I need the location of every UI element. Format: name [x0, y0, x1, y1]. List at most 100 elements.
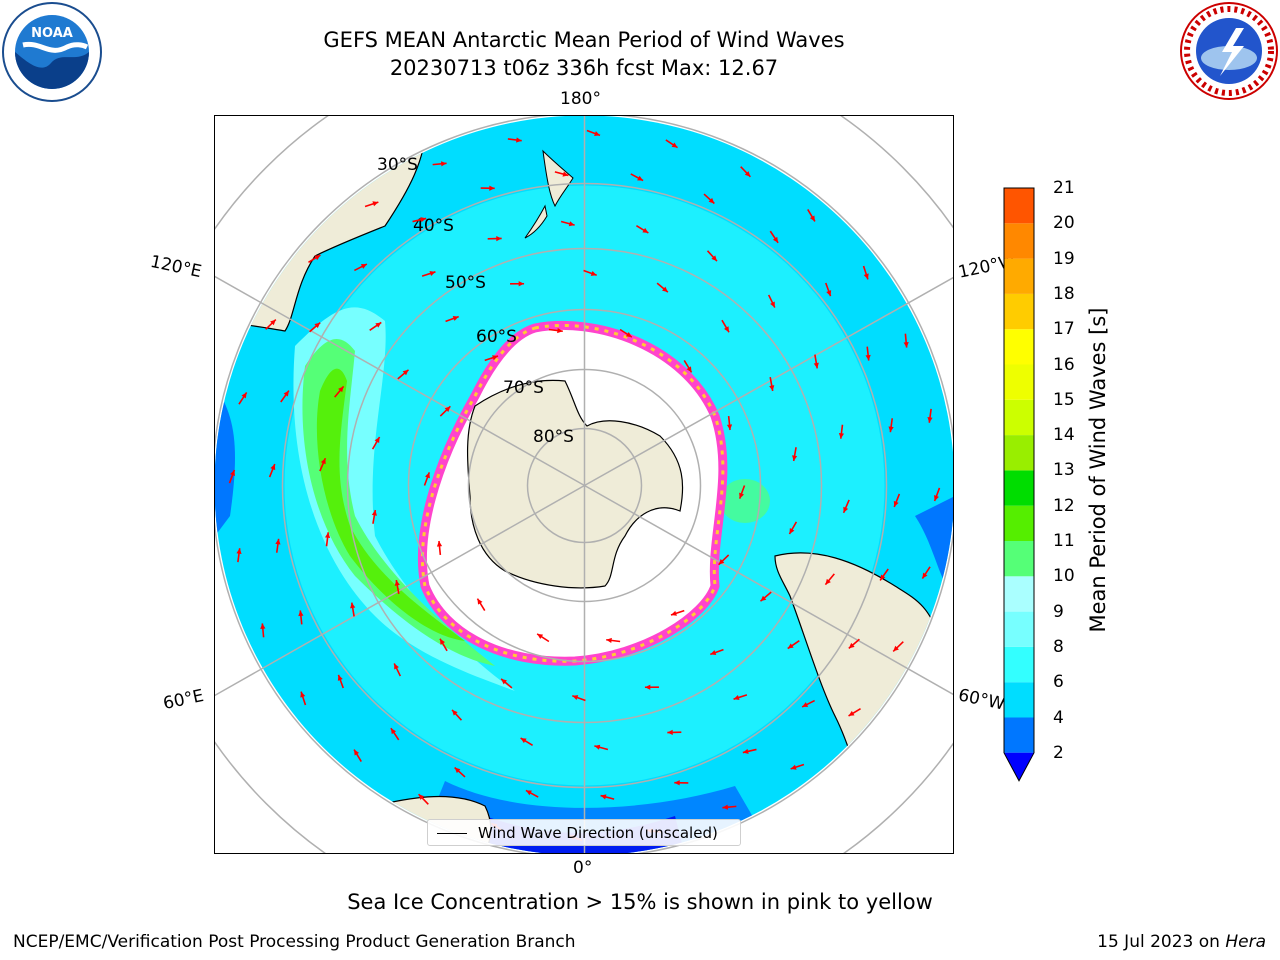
colorbar-tick-label: 16 — [1053, 354, 1075, 375]
wind-wave-arrowhead — [710, 650, 717, 655]
colorbar-cell — [1004, 188, 1034, 224]
colorbar-cell — [1004, 258, 1034, 294]
wind-wave-arrowhead — [642, 227, 649, 233]
wind-wave-arrowhead — [880, 574, 886, 581]
colorbar-cell — [1004, 399, 1034, 436]
wind-wave-arrowhead — [440, 161, 447, 167]
colorbar-tick-label: 10 — [1053, 566, 1075, 587]
wave-period-band-10-11 — [316, 368, 465, 641]
lon-label-120e: 120°E — [148, 251, 204, 283]
wind-wave-arrowhead — [848, 710, 855, 716]
wind-wave-arrowhead — [270, 319, 276, 326]
wind-wave-arrowhead — [644, 684, 651, 690]
wind-wave-arrowhead — [374, 436, 380, 443]
wind-wave-arrowhead — [390, 728, 397, 735]
wind-wave-arrowhead — [742, 748, 749, 754]
footer-date: 15 Jul 2023 on Hera — [1097, 932, 1266, 952]
footer-machine: Hera — [1225, 932, 1266, 952]
wind-wave-arrowhead — [790, 764, 797, 770]
wind-wave-arrowhead — [496, 236, 502, 242]
map-legend: Wind Wave Direction (unscaled) — [427, 819, 741, 846]
wind-wave-arrowhead — [436, 540, 443, 547]
wind-wave-arrowhead — [489, 185, 495, 191]
colorbar-tick-label: 14 — [1053, 425, 1075, 446]
wind-wave-arrowhead — [809, 215, 815, 222]
wind-wave-arrowhead — [338, 386, 344, 393]
colorbar — [1003, 187, 1035, 782]
wind-wave-arrowhead — [772, 236, 779, 243]
wind-wave-arrowhead — [843, 506, 849, 513]
legend-label: Wind Wave Direction (unscaled) — [478, 824, 718, 842]
wind-wave-arrowhead — [934, 495, 939, 502]
madagascar-land — [244, 764, 301, 805]
wind-wave-arrowhead — [739, 492, 745, 499]
wind-wave-arrowhead — [394, 663, 399, 670]
wind-wave-arrowhead — [671, 142, 678, 148]
sea-ice-note: Sea Ice Concentration > 15% is shown in … — [347, 890, 933, 914]
wind-wave-arrowhead — [726, 424, 733, 431]
legend-line-swatch — [437, 833, 467, 835]
footer-date-text: 15 Jul 2023 on — [1097, 932, 1226, 952]
wind-wave-arrowhead — [670, 610, 677, 616]
colorbar-cell — [1004, 576, 1034, 612]
wind-wave-arrowhead — [708, 197, 715, 204]
colorbar-tick-label: 13 — [1053, 460, 1075, 481]
wind-wave-arrowhead — [893, 645, 899, 652]
antarctica-land — [466, 379, 684, 589]
lon-label-0: 0° — [573, 858, 593, 878]
wind-wave-arrowhead — [537, 633, 544, 640]
wind-wave-arrowhead — [813, 362, 819, 369]
wind-wave-arrowhead — [674, 780, 680, 786]
colorbar-tick-label: 4 — [1053, 707, 1064, 728]
colorbar-tick-label: 2 — [1053, 742, 1064, 763]
wind-wave-arrowhead — [625, 331, 632, 338]
svg-text:NOAA: NOAA — [31, 26, 73, 41]
colorbar-tick-label: 6 — [1053, 672, 1064, 693]
lat-label-60: 60°S — [476, 327, 517, 347]
colorbar-cell — [1004, 505, 1034, 541]
wind-wave-arrowhead — [724, 326, 729, 333]
wind-wave-arrowhead — [454, 767, 461, 774]
wind-wave-arrowhead — [283, 390, 289, 397]
lat-label-40: 40°S — [413, 216, 454, 236]
wind-wave-arrowhead — [718, 559, 725, 565]
lat-label-70: 70°S — [503, 378, 544, 398]
lat-label-80: 80°S — [533, 427, 574, 447]
wind-wave-arrowhead — [420, 217, 427, 223]
wind-wave-arrowhead — [314, 255, 321, 261]
wind-wave-arrowhead — [275, 538, 281, 545]
lon-label-60e: 60°E — [161, 685, 206, 715]
wind-wave-arrowhead — [711, 255, 717, 262]
wind-wave-arrowhead — [568, 221, 575, 227]
wind-wave-arrowhead — [557, 327, 563, 334]
wind-wave-arrowhead — [893, 500, 899, 507]
wind-wave-arrowhead — [722, 804, 729, 810]
colorbar-tick-label: 15 — [1053, 389, 1075, 410]
colorbar-tick-label: 19 — [1053, 248, 1075, 269]
wind-wave-arrowhead — [418, 794, 425, 800]
wave-period-band-2-4 — [215, 386, 235, 536]
colorbar-label: Mean Period of Wind Waves [s] — [1086, 307, 1110, 633]
noaa-logo: NOAA — [2, 2, 102, 102]
colorbar-tick-label: 12 — [1053, 495, 1075, 516]
wind-wave-arrowhead — [520, 738, 527, 744]
colorbar-tick-label: 21 — [1053, 178, 1075, 198]
wind-wave-arrowhead — [444, 406, 451, 412]
colorbar-extend-arrow — [1004, 752, 1034, 781]
longitude-lines — [215, 116, 953, 853]
wave-period-patch — [720, 479, 770, 523]
wind-wave-arrowhead — [802, 702, 809, 707]
wind-wave-arrowhead — [518, 281, 525, 287]
chart-title: GEFS MEAN Antarctic Mean Period of Wind … — [323, 28, 845, 52]
wind-wave-arrows — [228, 129, 941, 842]
wind-wave-arrowhead — [320, 458, 326, 465]
wind-wave-arrowhead — [516, 137, 522, 143]
wind-wave-arrowhead — [314, 322, 321, 329]
colorbar-cell — [1004, 646, 1034, 683]
wind-wave-arrowhead — [371, 509, 377, 516]
wind-wave-arrowhead — [260, 623, 266, 630]
wind-wave-arrowhead — [825, 578, 831, 585]
colorbar-cell — [1004, 682, 1034, 718]
lon-label-60w: 60°W — [956, 685, 1007, 715]
wind-wave-arrowhead — [922, 572, 928, 579]
